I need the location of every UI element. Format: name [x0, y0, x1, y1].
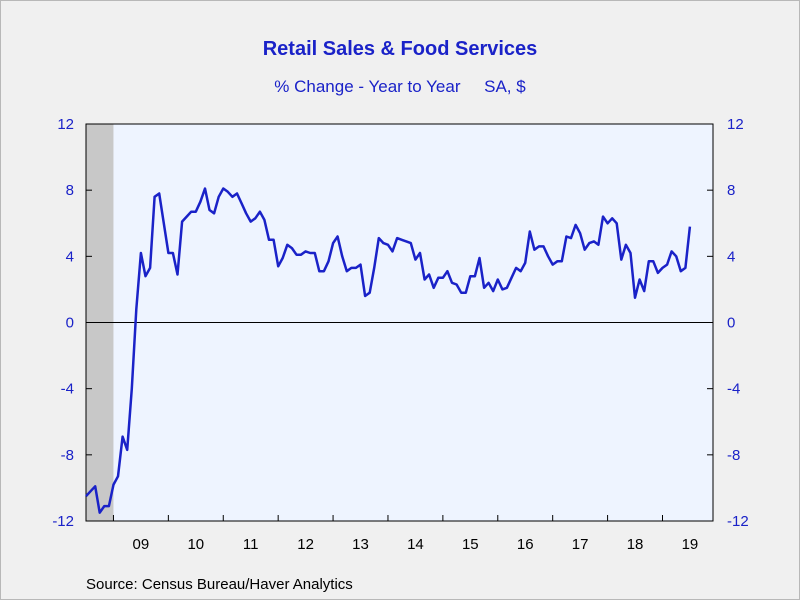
x-tick-label: 14 — [407, 536, 424, 553]
x-tick-label: 18 — [627, 536, 644, 553]
y-tick-label-right: 4 — [727, 248, 735, 265]
y-tick-label-left: -4 — [61, 381, 74, 398]
x-tick-label: 16 — [517, 536, 534, 553]
x-tick-label: 12 — [297, 536, 314, 553]
subtitle-right: SA, $ — [484, 77, 526, 96]
y-tick-label-left: 0 — [66, 315, 74, 332]
chart-subtitle: % Change - Year to Year SA, $ — [0, 77, 800, 97]
source-note: Source: Census Bureau/Haver Analytics — [86, 576, 353, 593]
y-tick-label-right: 0 — [727, 315, 735, 332]
y-tick-label-left: 12 — [57, 116, 74, 133]
y-tick-label-right: -12 — [727, 513, 749, 530]
x-tick-label: 11 — [243, 536, 259, 553]
y-tick-label-left: -8 — [61, 447, 74, 464]
y-tick-label-right: -4 — [727, 381, 740, 398]
x-tick-label: 09 — [133, 536, 150, 553]
y-tick-label-left: 8 — [66, 182, 74, 199]
y-tick-label-left: 4 — [66, 248, 74, 265]
y-tick-label-right: 12 — [727, 116, 744, 133]
x-tick-label: 19 — [682, 536, 699, 553]
x-tick-label: 15 — [462, 536, 479, 553]
chart-title: Retail Sales & Food Services — [262, 38, 538, 60]
x-tick-label: 10 — [187, 536, 204, 553]
x-tick-label: 17 — [572, 536, 589, 553]
subtitle-left: % Change - Year to Year — [274, 77, 461, 96]
y-tick-label-left: -12 — [52, 513, 74, 530]
y-tick-label-right: 8 — [727, 182, 735, 199]
series-line — [85, 187, 692, 514]
y-tick-label-right: -8 — [727, 447, 740, 464]
x-tick-label: 13 — [352, 536, 369, 553]
